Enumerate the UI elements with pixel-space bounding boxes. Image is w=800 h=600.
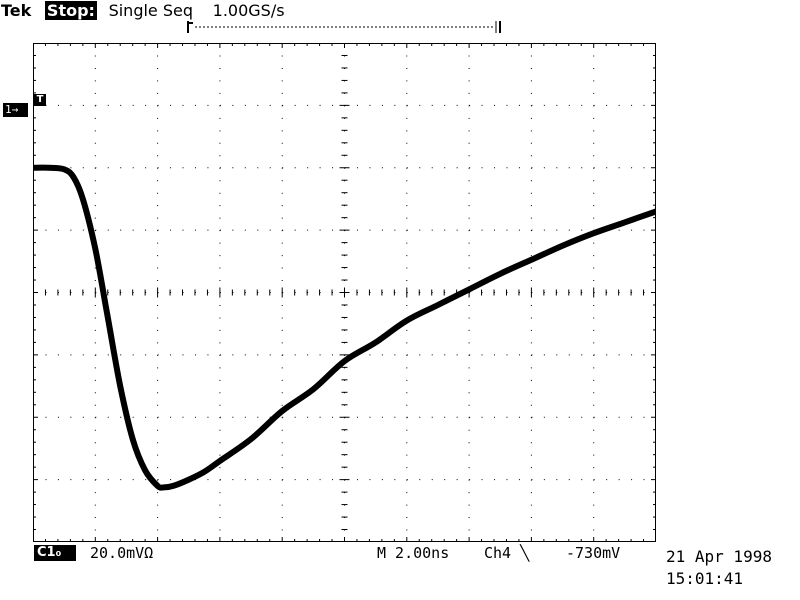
status-bar: Tek Stop: Single Seq 1.00GS/s xyxy=(0,1,285,21)
brand-label: Tek xyxy=(1,1,32,20)
readout-bar: C1₀ 20.0mVΩ M 2.00ns Ch4 ╲ -730mV xyxy=(0,543,670,563)
volts-per-division: 20.0mVΩ xyxy=(90,544,154,562)
time-per-division: M 2.00ns xyxy=(377,544,450,562)
trigger-source: Ch4 ╲ xyxy=(484,544,530,562)
timestamp-date: 21 Apr 1998 xyxy=(666,547,772,566)
channel-badge: C1₀ xyxy=(34,545,76,561)
acquisition-state: Stop: xyxy=(44,1,97,20)
timestamp: 21 Apr 1998 15:01:41 xyxy=(666,546,772,590)
waveform-display xyxy=(33,43,656,542)
timestamp-time: 15:01:41 xyxy=(666,569,744,588)
acquisition-mode: Single Seq xyxy=(108,1,194,20)
sample-rate: 1.00GS/s xyxy=(212,1,285,20)
trigger-position-marker: T xyxy=(34,94,46,106)
trigger-level: -730mV xyxy=(566,544,621,562)
channel-1-ground-marker: 1→ xyxy=(3,103,28,117)
waveform-trace-1 xyxy=(33,164,656,491)
record-position-bar xyxy=(187,21,501,33)
